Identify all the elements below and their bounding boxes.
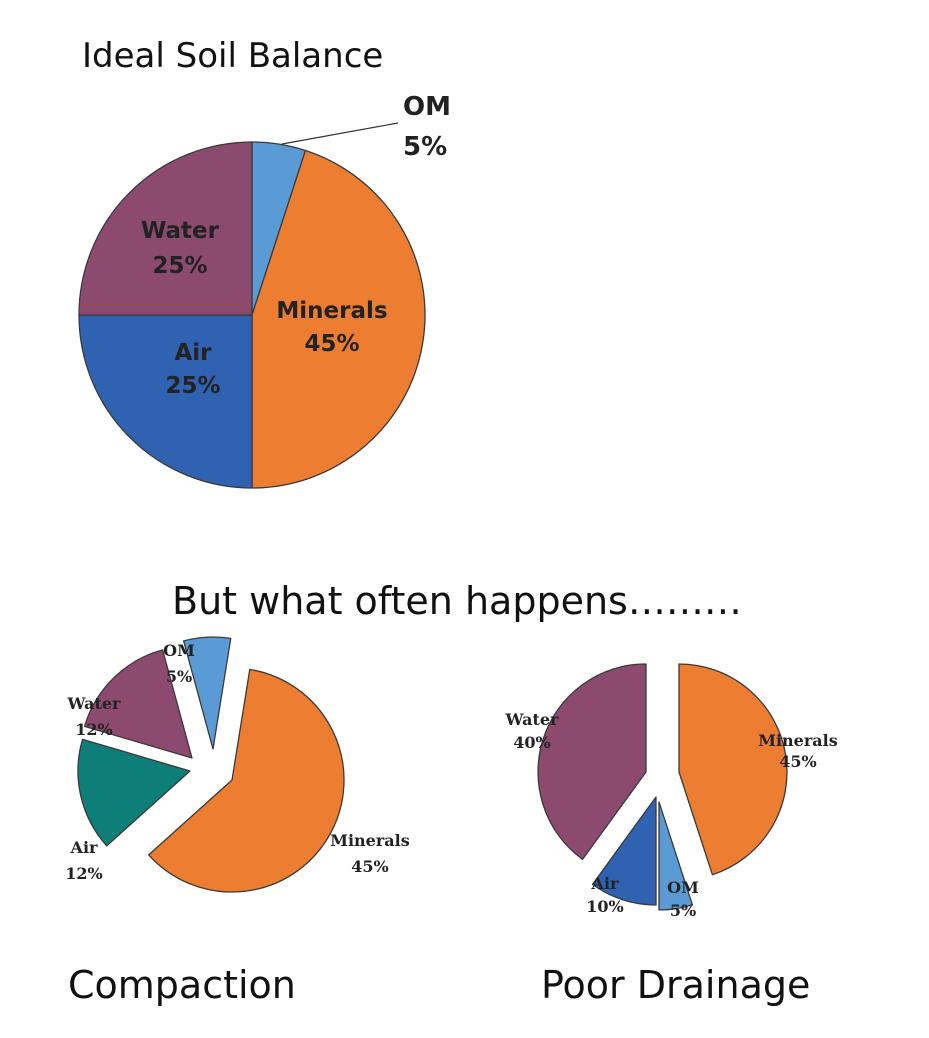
compaction-om-name: OM: [163, 641, 195, 660]
compaction-slice-minerals: [148, 668, 345, 893]
ideal-water-name: Water: [141, 218, 220, 244]
compaction-air-value: 12%: [65, 864, 102, 883]
compaction-water-name: Water: [67, 694, 122, 713]
compaction-minerals-name: Minerals: [330, 831, 409, 850]
drainage-slice-om: [658, 801, 694, 911]
drainage-minerals-value: 45%: [779, 752, 816, 771]
ideal-minerals-name: Minerals: [276, 298, 387, 324]
ideal-slice-air: [78, 314, 253, 489]
ideal-air-name: Air: [174, 340, 212, 366]
drainage-om-name: OM: [667, 878, 699, 897]
om-leader-line: [281, 122, 399, 145]
drainage-slice-minerals: [678, 663, 788, 876]
ideal-slice-water: [78, 141, 253, 316]
compaction-slice-air: [77, 738, 191, 847]
pie-compaction: [77, 636, 345, 893]
caption-compaction: Compaction: [68, 963, 296, 1007]
pie-poor-drainage: [537, 663, 788, 911]
ideal-slice-minerals: [251, 149, 426, 489]
drainage-slice-air: [591, 796, 657, 906]
chart-title: Ideal Soil Balance: [82, 36, 383, 76]
drainage-slice-water: [537, 663, 647, 861]
compaction-water-value: 12%: [75, 720, 112, 739]
drainage-water-value: 40%: [513, 733, 550, 752]
pie-ideal-soil-balance: [78, 141, 426, 489]
drainage-minerals-name: Minerals: [758, 731, 837, 750]
ideal-om-name: OM: [403, 92, 451, 122]
compaction-slice-water: [83, 649, 193, 759]
ideal-minerals-value: 45%: [304, 331, 359, 357]
ideal-air-value: 25%: [165, 373, 220, 399]
drainage-air-name: Air: [591, 874, 619, 893]
ideal-water-value: 25%: [152, 253, 207, 279]
drainage-water-name: Water: [505, 710, 560, 729]
subtitle: But what often happens………: [172, 579, 742, 623]
drainage-om-value: 5%: [670, 901, 696, 920]
compaction-minerals-value: 45%: [351, 857, 388, 876]
ideal-om-value: 5%: [403, 132, 447, 162]
compaction-slice-om: [182, 636, 232, 750]
caption-poor-drainage: Poor Drainage: [541, 963, 810, 1007]
compaction-om-value: 5%: [166, 667, 192, 686]
drainage-air-value: 10%: [586, 897, 623, 916]
compaction-air-name: Air: [70, 838, 98, 857]
